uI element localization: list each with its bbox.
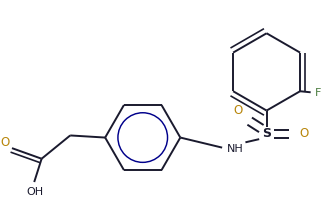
Text: O: O: [299, 127, 308, 140]
Text: O: O: [233, 104, 242, 117]
Text: NH: NH: [226, 144, 243, 154]
Text: S: S: [262, 127, 271, 140]
Text: O: O: [0, 136, 9, 149]
Text: F: F: [315, 88, 321, 98]
Text: OH: OH: [27, 187, 44, 197]
